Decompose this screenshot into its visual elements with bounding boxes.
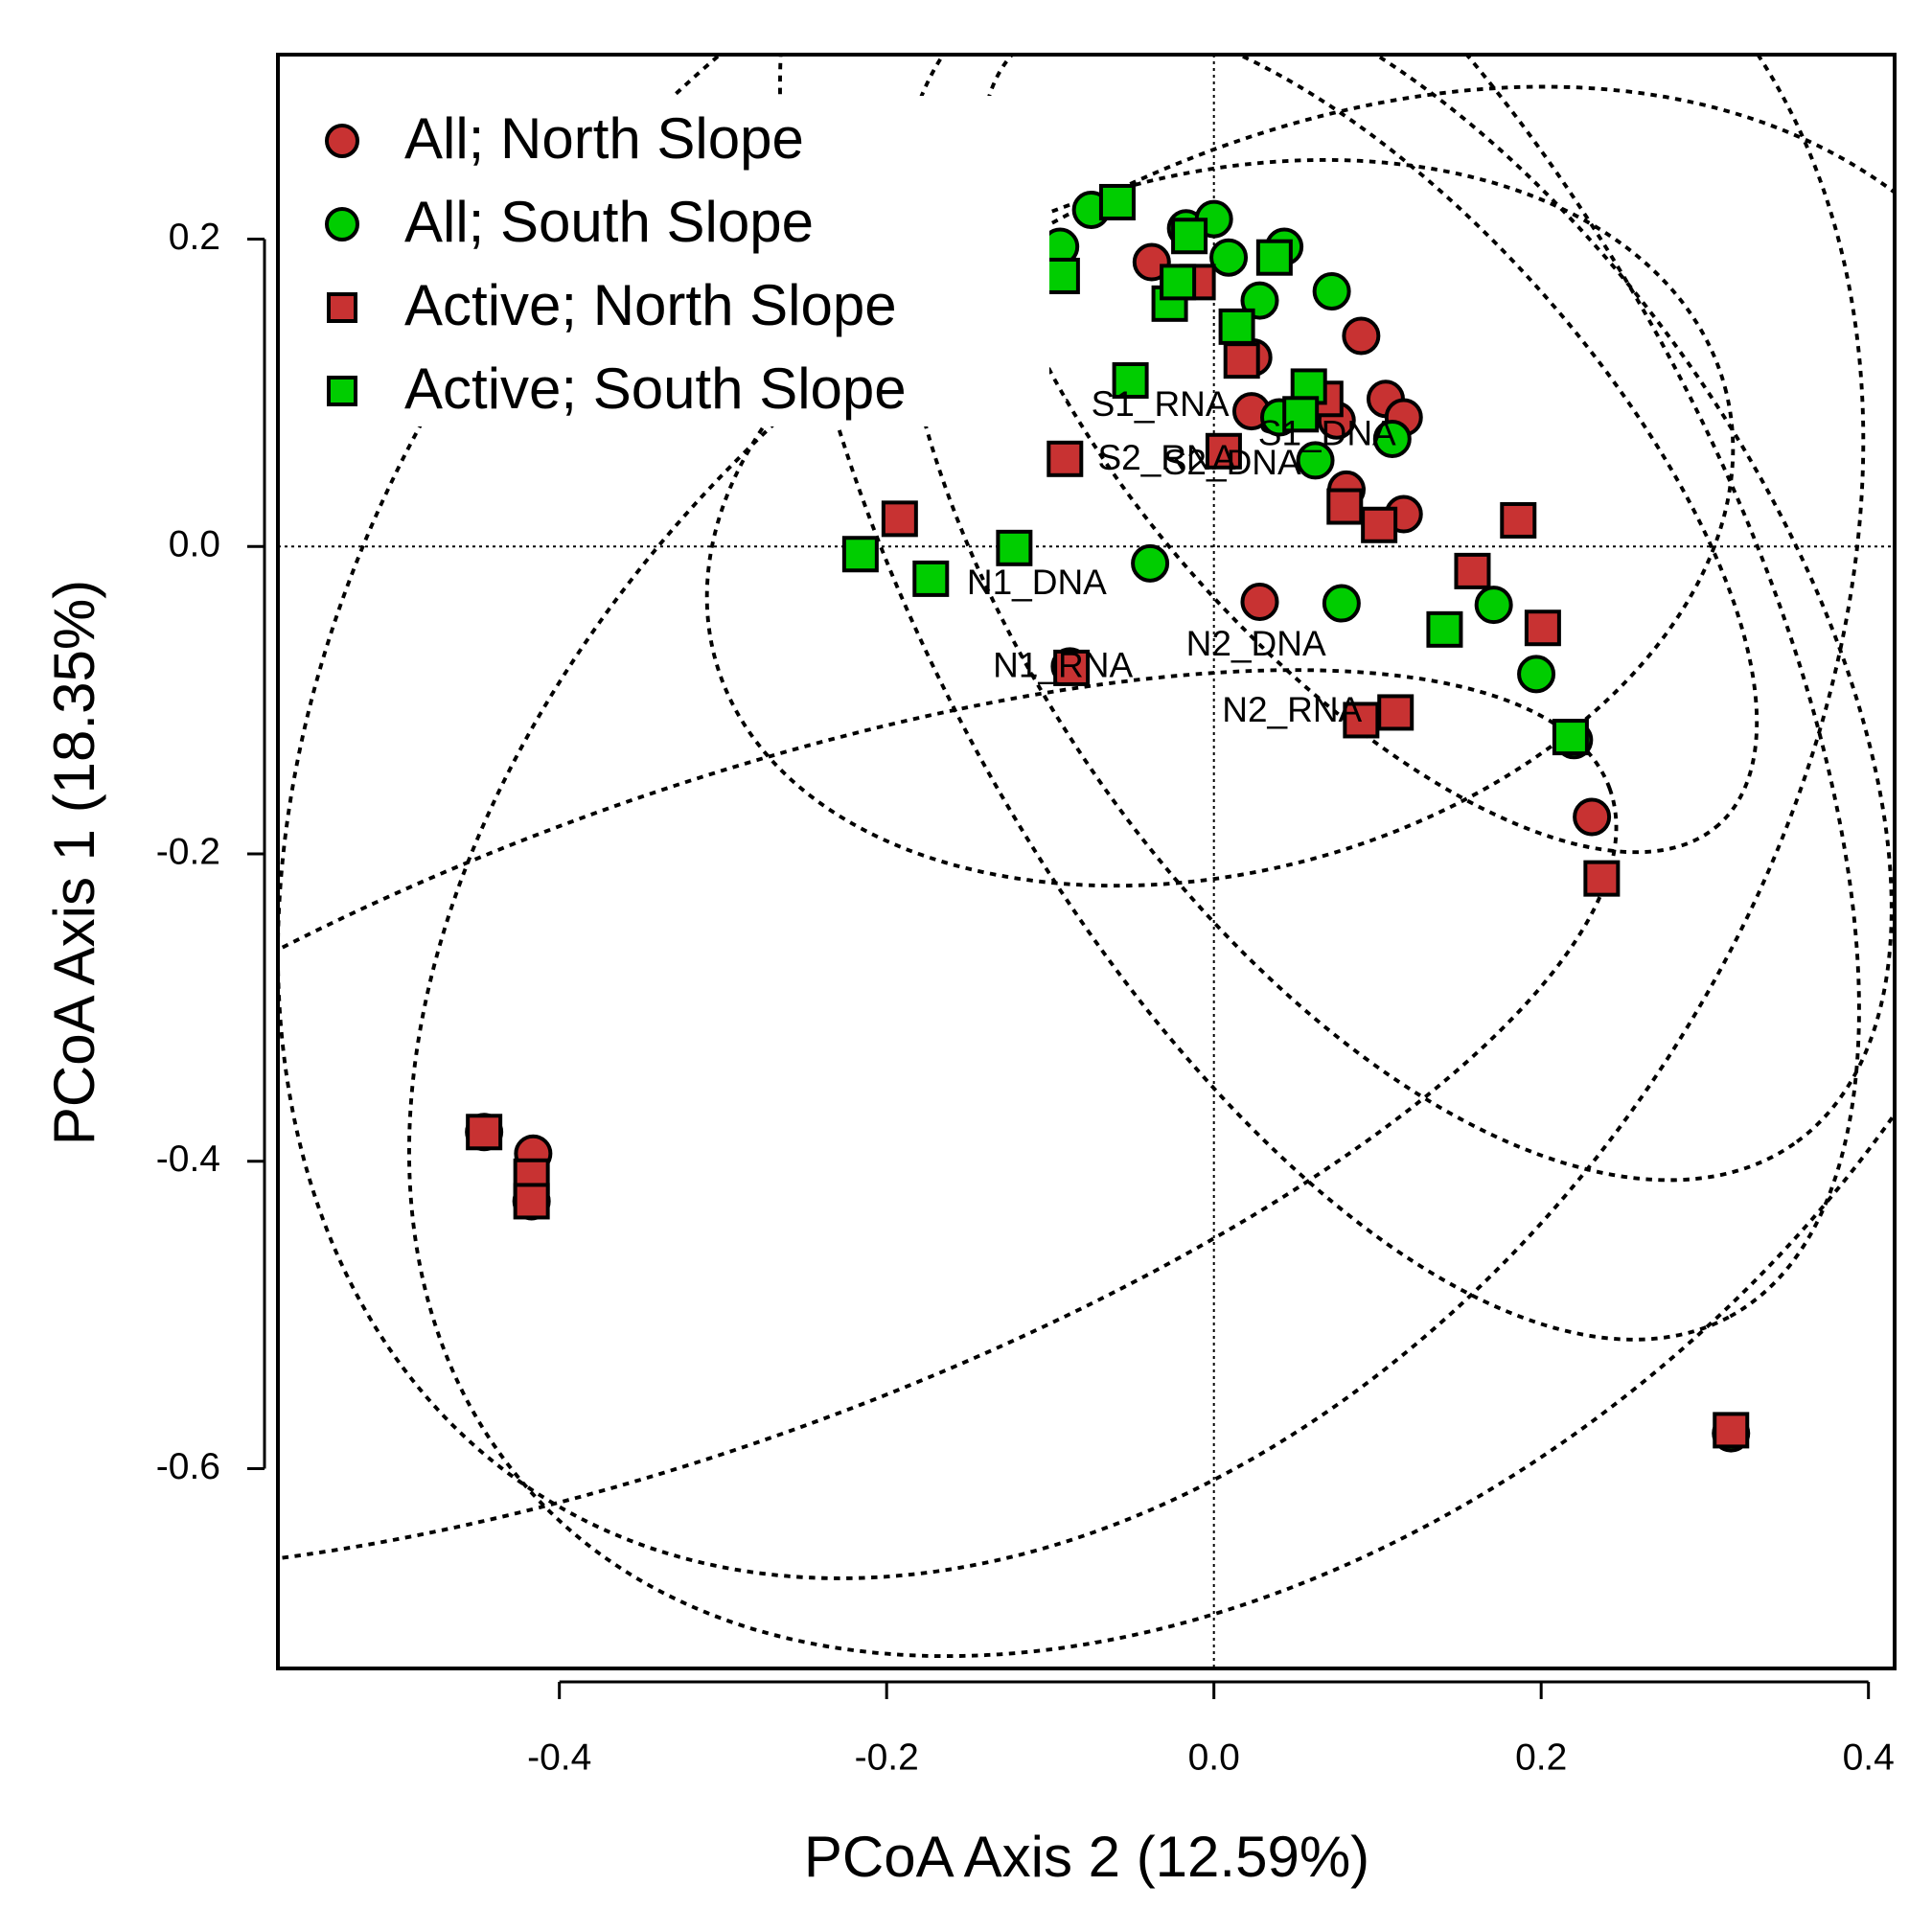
x-tick-label: 0.0 — [1188, 1736, 1240, 1778]
point — [1053, 649, 1091, 686]
annotation: N1_DNA — [967, 563, 1107, 602]
annotation: N2_RNA — [1222, 690, 1362, 729]
point — [841, 536, 879, 573]
legend-label: Active; South Slope — [404, 356, 907, 421]
point — [1377, 694, 1414, 731]
legend-marker — [325, 207, 359, 242]
y-tick-label: -0.6 — [156, 1446, 220, 1487]
point — [881, 500, 918, 538]
x-tick-label: -0.2 — [855, 1736, 919, 1778]
point — [1326, 488, 1364, 525]
point — [1131, 543, 1170, 583]
point — [1312, 271, 1351, 310]
ellipse — [778, 55, 1861, 1342]
point — [1218, 308, 1255, 345]
point — [1583, 860, 1621, 897]
point — [1223, 342, 1260, 380]
annotation: S2_DNA — [1163, 443, 1301, 482]
ellipse — [894, 55, 1894, 1183]
y-tick-label: 0.2 — [169, 217, 220, 258]
point — [1171, 218, 1208, 255]
point — [1160, 264, 1197, 301]
legend-marker — [325, 124, 359, 158]
x-axis-title: PCoA Axis 2 (12.59%) — [804, 1825, 1369, 1889]
point — [1517, 655, 1556, 694]
point — [1361, 506, 1398, 543]
point — [1255, 239, 1293, 276]
point — [1474, 586, 1513, 625]
point — [1454, 552, 1491, 589]
point — [1209, 238, 1249, 277]
annotation: S2_RNA — [1097, 438, 1235, 477]
point — [513, 1183, 550, 1220]
y-tick-label: -0.2 — [156, 831, 220, 872]
point — [1713, 1412, 1750, 1449]
point — [1573, 797, 1612, 837]
annotation: S1_DNA — [1258, 414, 1396, 453]
point — [1500, 501, 1537, 539]
plot-frame — [276, 53, 1897, 1670]
point — [1043, 257, 1080, 294]
point — [1282, 396, 1320, 433]
y-tick-label: -0.4 — [156, 1138, 220, 1180]
legend: All; North Slope All; South Slope Active; … — [292, 96, 1049, 426]
x-tick-label: -0.4 — [527, 1736, 591, 1778]
point — [1552, 719, 1589, 756]
ellipse — [704, 157, 1736, 888]
legend-marker — [327, 292, 357, 323]
annotation: S1_RNA — [1092, 384, 1230, 424]
point — [1524, 610, 1561, 647]
point — [1112, 362, 1149, 400]
point — [1098, 183, 1136, 220]
legend-background — [292, 96, 1049, 426]
legend-label: All; North Slope — [404, 106, 804, 171]
point — [996, 529, 1033, 566]
point — [1342, 316, 1381, 356]
point — [1046, 440, 1084, 477]
point — [1372, 419, 1412, 458]
point — [466, 1114, 503, 1151]
y-axis-title: PCoA Axis 1 (18.35%) — [42, 580, 106, 1145]
point — [1322, 584, 1361, 623]
point — [1426, 610, 1463, 648]
point — [1296, 441, 1335, 480]
y-tick-label: 0.0 — [169, 524, 220, 565]
point — [1240, 582, 1279, 621]
legend-marker — [327, 376, 357, 406]
x-tick-label: 0.4 — [1843, 1736, 1895, 1778]
point — [1205, 432, 1242, 470]
ellipse — [278, 668, 1619, 1573]
plot-layer: -0.4 -0.2 0.0 0.2 0.4 -0.6 -0.4 -0.2 0.0 0.2 S1_RN… — [156, 55, 1895, 1778]
x-tick-label: 0.2 — [1515, 1736, 1567, 1778]
legend-label: Active; North Slope — [404, 273, 897, 337]
annotation: N1_RNA — [993, 646, 1133, 685]
legend-label: All; South Slope — [404, 190, 814, 254]
annotation: N2_DNA — [1186, 624, 1326, 663]
point — [912, 560, 950, 597]
ellipse — [979, 55, 1760, 855]
